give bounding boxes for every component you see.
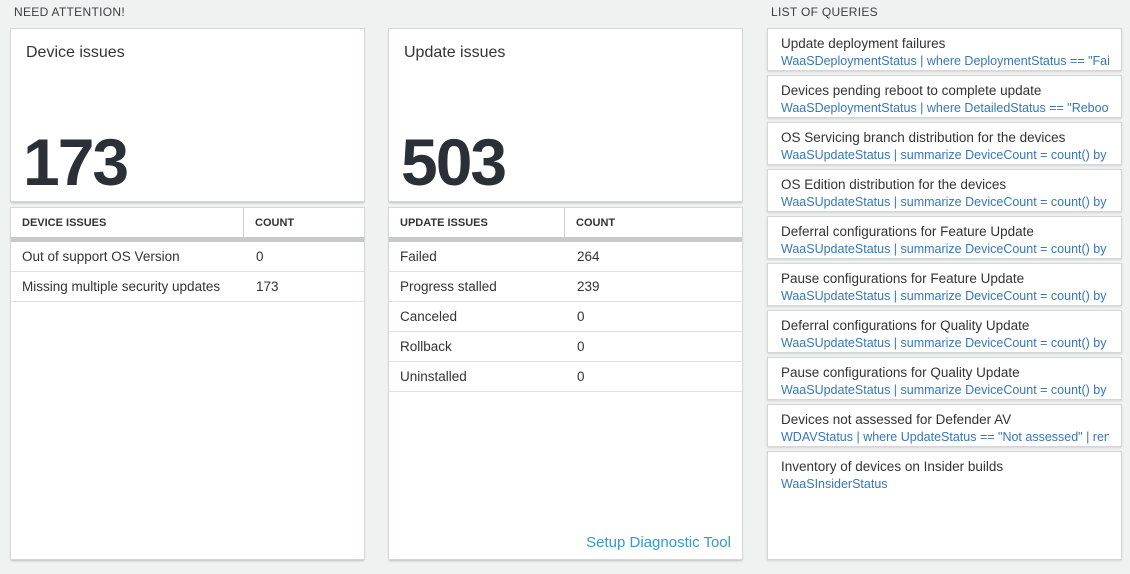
query-code[interactable]: WaaSDeploymentStatus | where DeploymentS…	[781, 54, 1109, 68]
query-title: Deferral configurations for Feature Upda…	[781, 224, 1034, 239]
column-header-device-issues: DEVICE ISSUES	[11, 208, 244, 237]
table-row[interactable]: Missing multiple security updates 173	[11, 272, 364, 302]
query-title: Deferral configurations for Quality Upda…	[781, 318, 1030, 333]
query-item[interactable]: Devices pending reboot to complete updat…	[767, 75, 1122, 118]
table-row[interactable]: Failed 264	[389, 242, 742, 272]
list-of-queries-header: LIST OF QUERIES	[771, 5, 878, 19]
query-item[interactable]: Update deployment failures WaaSDeploymen…	[767, 28, 1122, 71]
query-title: OS Edition distribution for the devices	[781, 177, 1007, 192]
update-issues-count: 503	[401, 125, 507, 199]
query-item[interactable]: Devices not assessed for Defender AV WDA…	[767, 404, 1122, 447]
device-issues-table: DEVICE ISSUES COUNT Out of support OS Ve…	[10, 207, 365, 560]
query-item[interactable]: Deferral configurations for Feature Upda…	[767, 216, 1122, 259]
row-count: 264	[577, 249, 600, 264]
row-label: Uninstalled	[400, 369, 467, 384]
device-issues-tile[interactable]: Device issues 173	[10, 28, 365, 202]
query-item[interactable]: Inventory of devices on Insider builds W…	[767, 451, 1122, 560]
setup-diagnostic-tool-link[interactable]: Setup Diagnostic Tool	[586, 534, 731, 551]
device-issues-title: Device issues	[26, 44, 125, 61]
query-code[interactable]: WDAVStatus | where UpdateStatus == "Not …	[781, 430, 1109, 444]
update-issues-table: UPDATE ISSUES COUNT Failed 264 Progress …	[388, 207, 743, 560]
query-title: Devices not assessed for Defender AV	[781, 412, 1012, 427]
query-title: Devices pending reboot to complete updat…	[781, 83, 1042, 98]
query-title: OS Servicing branch distribution for the…	[781, 130, 1066, 145]
query-item[interactable]: OS Edition distribution for the devices …	[767, 169, 1122, 212]
query-item[interactable]: Deferral configurations for Quality Upda…	[767, 310, 1122, 353]
table-header-divider	[11, 237, 364, 242]
update-issues-tile[interactable]: Update issues 503	[388, 28, 743, 202]
row-count: 0	[577, 369, 585, 384]
column-header-count: COUNT	[576, 216, 616, 229]
query-code[interactable]: WaaSUpdateStatus | summarize DeviceCount…	[781, 336, 1109, 350]
query-item[interactable]: Pause configurations for Feature Update …	[767, 263, 1122, 306]
query-code[interactable]: WaaSUpdateStatus | summarize DeviceCount…	[781, 195, 1109, 209]
table-row[interactable]: Uninstalled 0	[389, 362, 742, 392]
query-code[interactable]: WaaSDeploymentStatus | where DetailedSta…	[781, 101, 1109, 115]
table-row[interactable]: Rollback 0	[389, 332, 742, 362]
query-item[interactable]: Pause configurations for Quality Update …	[767, 357, 1122, 400]
query-code[interactable]: WaaSUpdateStatus | summarize DeviceCount…	[781, 242, 1109, 256]
query-list: Update deployment failures WaaSDeploymen…	[767, 28, 1122, 560]
table-row[interactable]: Canceled 0	[389, 302, 742, 332]
update-issues-table-header: UPDATE ISSUES COUNT	[389, 208, 742, 237]
device-issues-table-header: DEVICE ISSUES COUNT	[11, 208, 364, 237]
row-count: 0	[256, 249, 264, 264]
update-issues-title: Update issues	[404, 44, 506, 61]
query-code[interactable]: WaaSUpdateStatus | summarize DeviceCount…	[781, 289, 1109, 303]
update-issues-column: Update issues 503 UPDATE ISSUES COUNT Fa…	[388, 0, 743, 574]
row-label: Missing multiple security updates	[22, 279, 221, 294]
query-code[interactable]: WaaSUpdateStatus | summarize DeviceCount…	[781, 148, 1109, 162]
row-count: 239	[577, 279, 600, 294]
column-header-count: COUNT	[255, 216, 295, 229]
query-title: Pause configurations for Quality Update	[781, 365, 1020, 380]
query-title: Update deployment failures	[781, 36, 946, 51]
device-issues-column: NEED ATTENTION! Device issues 173 DEVICE…	[10, 0, 365, 574]
queries-column: LIST OF QUERIES Update deployment failur…	[767, 0, 1122, 574]
row-label: Out of support OS Version	[22, 249, 180, 264]
table-row[interactable]: Out of support OS Version 0	[11, 242, 364, 272]
table-row[interactable]: Progress stalled 239	[389, 272, 742, 302]
query-title: Inventory of devices on Insider builds	[781, 459, 1004, 474]
need-attention-header: NEED ATTENTION!	[14, 5, 125, 19]
query-code[interactable]: WaaSUpdateStatus | summarize DeviceCount…	[781, 383, 1109, 397]
row-label: Canceled	[400, 309, 458, 324]
query-title: Pause configurations for Feature Update	[781, 271, 1025, 286]
row-label: Progress stalled	[400, 279, 497, 294]
row-count: 0	[577, 339, 585, 354]
row-label: Failed	[400, 249, 437, 264]
table-header-divider	[389, 237, 742, 242]
query-code[interactable]: WaaSInsiderStatus	[781, 477, 888, 491]
row-label: Rollback	[400, 339, 452, 354]
device-issues-count: 173	[23, 125, 129, 199]
query-item[interactable]: OS Servicing branch distribution for the…	[767, 122, 1122, 165]
row-count: 0	[577, 309, 585, 324]
row-count: 173	[256, 279, 279, 294]
column-header-update-issues: UPDATE ISSUES	[389, 208, 565, 237]
